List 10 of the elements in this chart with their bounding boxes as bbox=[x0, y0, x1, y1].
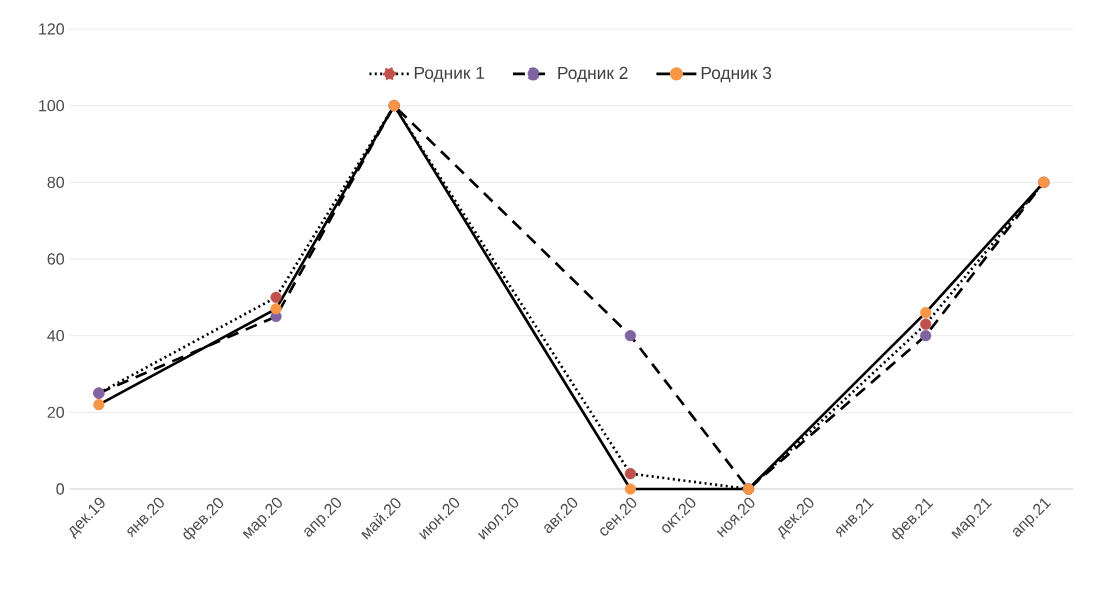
y-tick-label: 120 bbox=[39, 23, 65, 35]
y-tick-label: 0 bbox=[56, 483, 65, 495]
legend-label: Родник 1 bbox=[414, 66, 485, 83]
y-tick-label: 100 bbox=[39, 99, 65, 112]
legend-label: Родник 3 bbox=[701, 66, 772, 83]
y-tick-label: 40 bbox=[47, 329, 65, 342]
legend-label: Родник 2 bbox=[558, 66, 628, 83]
y-tick-label: 60 bbox=[47, 253, 65, 265]
y-tick-label: 20 bbox=[47, 406, 65, 418]
y-tick-label: 80 bbox=[47, 176, 65, 188]
